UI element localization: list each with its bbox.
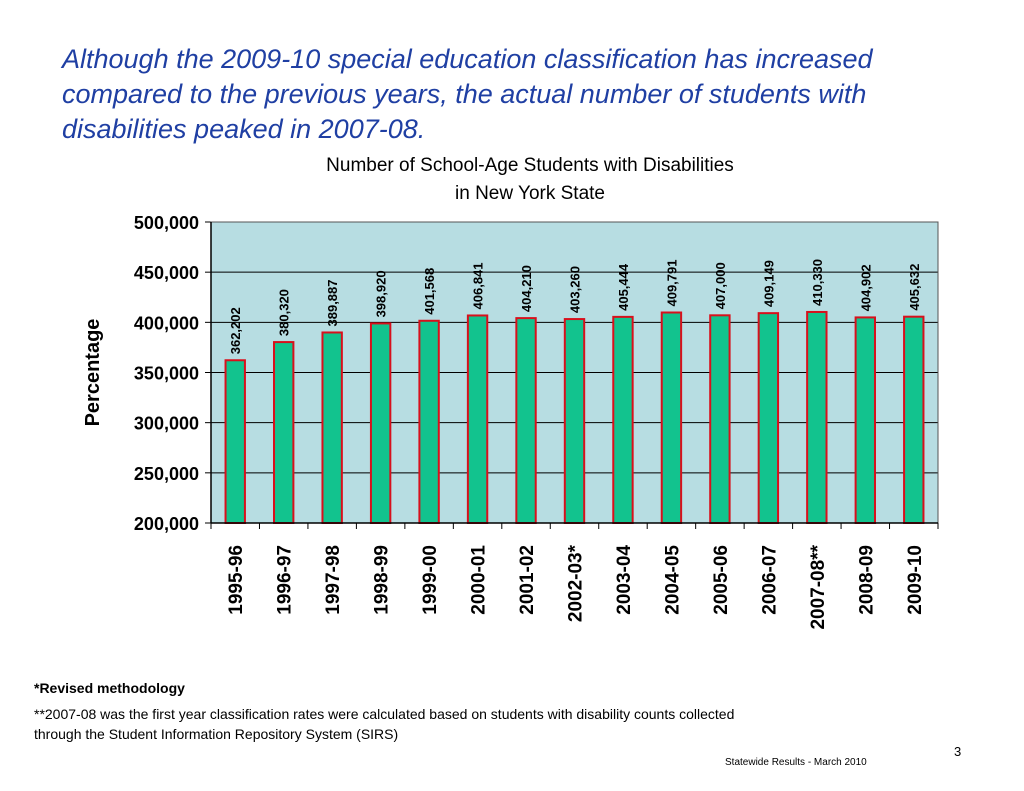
chart-title-line-1: Number of School-Age Students with Disab… xyxy=(326,155,734,176)
y-tick-label: 400,000 xyxy=(134,313,199,333)
data-label: 401,568 xyxy=(422,268,437,315)
data-label: 380,320 xyxy=(277,289,292,336)
bar xyxy=(854,316,876,525)
bar xyxy=(903,315,925,524)
x-tick-label: 1999-00 xyxy=(420,545,441,615)
x-tick-label: 1998-99 xyxy=(372,545,393,615)
data-label: 389,887 xyxy=(325,279,340,326)
footnote-revised-methodology: *Revised methodology xyxy=(34,680,185,696)
bar xyxy=(515,317,537,525)
data-label: 404,210 xyxy=(519,265,534,312)
bar xyxy=(418,319,440,524)
footnote-sirs: **2007-08 was the first year classificat… xyxy=(34,706,735,742)
footer-text: Statewide Results - March 2010 xyxy=(725,757,867,768)
x-tick-label: 2000-01 xyxy=(469,545,490,615)
x-tick-label: 1995-96 xyxy=(226,545,247,615)
x-tick-label: 2001-02 xyxy=(517,545,538,615)
x-tick-label: 2007-08** xyxy=(808,544,829,629)
x-tick-label: 2008-09 xyxy=(856,545,877,615)
data-label: 403,260 xyxy=(568,266,583,313)
data-label: 410,330 xyxy=(810,259,825,306)
data-label: 362,202 xyxy=(228,307,243,354)
y-axis-label: Percentage xyxy=(82,319,104,427)
bar xyxy=(369,322,392,524)
data-label: 409,149 xyxy=(761,260,776,307)
y-tick-label: 500,000 xyxy=(134,213,199,233)
slide-headline: Although the 2009-10 special education c… xyxy=(62,44,873,144)
data-label: 409,791 xyxy=(664,260,679,307)
x-tick-label: 2006-07 xyxy=(759,545,780,615)
x-tick-label: 2005-06 xyxy=(711,545,732,615)
bar xyxy=(757,312,780,524)
bar xyxy=(466,314,489,525)
bar xyxy=(806,310,828,524)
chart-title: Number of School-Age Students with Disab… xyxy=(250,152,810,208)
bar xyxy=(612,315,634,524)
y-tick-label: 300,000 xyxy=(134,414,199,434)
data-label: 407,000 xyxy=(713,262,728,309)
bar xyxy=(660,311,683,525)
data-label: 404,902 xyxy=(858,264,873,311)
y-tick-label: 250,000 xyxy=(134,464,199,484)
x-tick-label: 1996-97 xyxy=(275,545,296,615)
data-label: 405,632 xyxy=(907,264,922,311)
x-tick-label: 2003-04 xyxy=(614,545,635,615)
bar xyxy=(563,318,586,524)
page-number: 3 xyxy=(954,744,962,759)
y-tick-label: 450,000 xyxy=(134,263,199,283)
bar xyxy=(224,359,246,524)
bar xyxy=(321,331,343,524)
y-tick-label: 200,000 xyxy=(134,514,199,534)
x-tick-label: 1997-98 xyxy=(323,545,344,615)
y-tick-label: 350,000 xyxy=(134,364,199,384)
data-label: 406,841 xyxy=(471,262,486,309)
data-label: 405,444 xyxy=(616,263,631,311)
x-tick-label: 2004-05 xyxy=(662,545,683,615)
x-tick-label: 2009-10 xyxy=(905,545,926,615)
x-tick-label: 2002-03* xyxy=(566,544,587,622)
chart-title-line-2: in New York State xyxy=(455,183,605,204)
data-label: 398,920 xyxy=(374,270,389,317)
bar xyxy=(273,341,295,524)
bar xyxy=(709,314,731,524)
